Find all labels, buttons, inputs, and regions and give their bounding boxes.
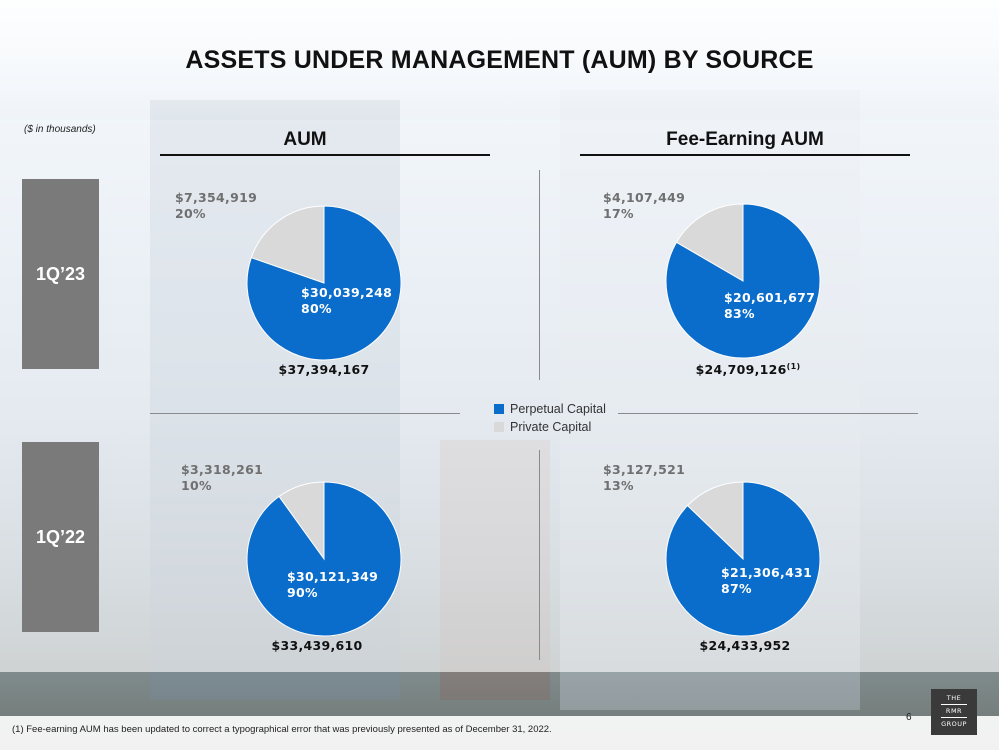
perpetual-value: $30,121,349: [287, 569, 379, 584]
logo-line-2: RMR: [945, 707, 963, 715]
footnote: (1) Fee-earning AUM has been updated to …: [12, 724, 552, 735]
perpetual-pct: 83%: [724, 306, 755, 321]
legend-swatch-private: [494, 422, 504, 432]
pie-slice-perpetual: [665, 481, 821, 637]
perpetual-value: $20,601,677: [724, 290, 816, 305]
column-heading-aum: AUM: [283, 129, 327, 150]
page-title: ASSETS UNDER MANAGEMENT (AUM) BY SOURCE: [185, 46, 814, 74]
pie-slice-private: [686, 481, 744, 561]
row-divider-right: [618, 413, 918, 414]
logo-line-3: GROUP: [941, 720, 967, 728]
private-label-1q22-fee: $3,127,521 13%: [603, 462, 685, 494]
perpetual-label-1q23-fee: $20,601,677 83%: [724, 290, 815, 322]
private-pct: 17%: [603, 206, 634, 221]
pie-slice-perpetual: [665, 203, 821, 359]
private-value: $7,354,919: [175, 190, 258, 205]
pie-slice-perpetual: [246, 205, 402, 361]
page-number: 6: [906, 712, 912, 723]
pie-1q22-fee: [665, 481, 821, 637]
perpetual-label-1q22-fee: $21,306,431 87%: [721, 565, 812, 597]
private-label-1q22-aum: $3,318,261 10%: [181, 462, 263, 494]
legend-item-perpetual: Perpetual Capital: [494, 400, 606, 418]
total-1q23-aum: $37,394,167: [244, 362, 404, 377]
total-value: $24,433,952: [699, 638, 791, 654]
logo-line-1: THE: [946, 694, 962, 702]
row-tab-1q23: 1Q’23: [22, 179, 99, 369]
row-divider-left: [150, 413, 460, 414]
total-1q22-aum: $33,439,610: [237, 638, 397, 653]
legend-item-private: Private Capital: [494, 418, 606, 436]
perpetual-pct: 90%: [287, 585, 318, 600]
perpetual-value: $30,039,248: [301, 285, 393, 300]
legend-label-perpetual: Perpetual Capital: [510, 402, 606, 416]
column-rule-fee-earning: [580, 154, 910, 156]
private-pct: 10%: [181, 478, 212, 493]
total-value: $24,709,126: [695, 362, 787, 378]
rmr-logo: THE RMR GROUP: [931, 689, 977, 735]
total-value: $33,439,610: [271, 638, 363, 654]
legend-swatch-perpetual: [494, 404, 504, 414]
pie-slice-private: [675, 203, 744, 282]
legend: Perpetual Capital Private Capital: [494, 400, 606, 436]
column-rule-aum: [160, 154, 490, 156]
column-divider-top: [539, 170, 540, 380]
column-divider-bottom: [539, 450, 540, 660]
private-pct: 13%: [603, 478, 634, 493]
pie-slice-perpetual: [246, 481, 402, 637]
private-value: $3,127,521: [603, 462, 686, 477]
private-label-1q23-fee: $4,107,449 17%: [603, 190, 685, 222]
perpetual-label-1q23-aum: $30,039,248 80%: [301, 285, 392, 317]
pie-1q23-aum: [246, 205, 402, 361]
legend-label-private: Private Capital: [510, 420, 592, 434]
perpetual-label-1q22-aum: $30,121,349 90%: [287, 569, 378, 601]
pie-1q22-aum: [246, 481, 402, 637]
perpetual-pct: 80%: [301, 301, 332, 316]
private-value: $3,318,261: [181, 462, 264, 477]
total-1q23-fee: $24,709,126(1): [663, 362, 833, 377]
total-value: $37,394,167: [278, 362, 370, 378]
footnote-bar: [0, 716, 999, 750]
private-value: $4,107,449: [603, 190, 686, 205]
row-tab-1q22: 1Q’22: [22, 442, 99, 632]
column-heading-fee-earning: Fee-Earning AUM: [666, 129, 824, 150]
perpetual-pct: 87%: [721, 581, 752, 596]
title-band: [0, 0, 999, 120]
units-note: ($ in thousands): [24, 124, 96, 135]
perpetual-value: $21,306,431: [721, 565, 813, 580]
total-note: (1): [786, 362, 801, 371]
pie-1q23-fee: [665, 203, 821, 359]
content-overlay: [0, 120, 999, 672]
total-1q22-fee: $24,433,952: [665, 638, 825, 653]
private-label-1q23-aum: $7,354,919 20%: [175, 190, 257, 222]
private-pct: 20%: [175, 206, 206, 221]
